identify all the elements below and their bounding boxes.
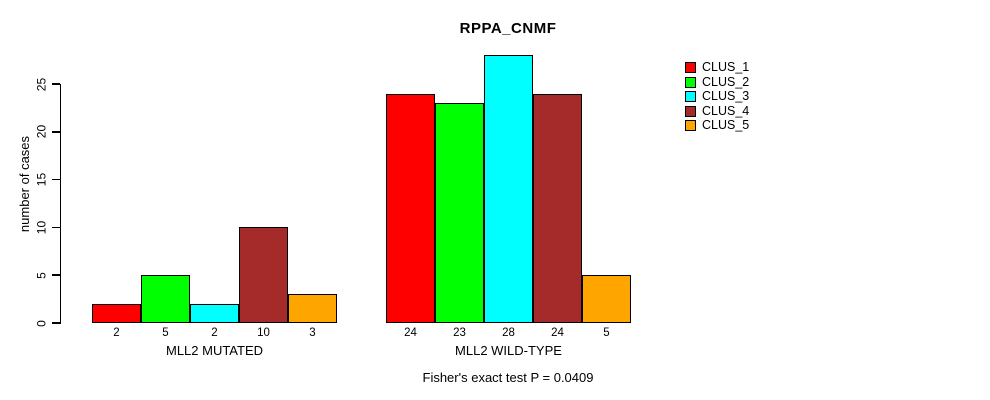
legend-swatch-clus_3 (685, 91, 696, 102)
legend-swatch-clus_2 (685, 76, 696, 88)
y-axis-tick-label: 15 (34, 172, 49, 187)
bar-value-label: 10 (257, 327, 270, 339)
y-axis-line (59, 84, 61, 324)
bar-clus_4-group1 (239, 227, 288, 323)
bar-clus_3-group2 (484, 55, 533, 323)
bar-value-label: 5 (162, 327, 169, 339)
bar-value-label: 5 (603, 327, 610, 339)
y-axis-tick-label: 5 (34, 271, 49, 279)
bar-value-label: 24 (551, 327, 564, 339)
annotation-pvalue: Fisher's exact test P = 0.0409 (422, 370, 594, 385)
y-axis-tick (52, 131, 60, 133)
chart-title: RPPA_CNMF (459, 20, 557, 37)
x-axis-group-label-wildtype: MLL2 WILD-TYPE (455, 343, 562, 358)
legend-label: CLUS_1 (702, 60, 750, 74)
y-axis-tick (52, 226, 60, 229)
bar-clus_1-group1 (92, 303, 141, 323)
bar-clus_5-group1 (288, 294, 337, 323)
bar-clus_4-group2 (533, 93, 582, 323)
legend-label: CLUS_4 (702, 103, 750, 118)
y-axis-label: number of cases (17, 135, 32, 233)
bar-value-label: 3 (309, 327, 316, 339)
legend-label: CLUS_5 (702, 118, 750, 132)
legend-swatch-clus_5 (685, 120, 696, 131)
legend-label: CLUS_2 (702, 74, 750, 89)
y-axis-tick (52, 322, 60, 324)
y-axis-tick-label: 0 (34, 319, 49, 327)
y-axis-tick-label: 10 (34, 220, 49, 235)
bar-clus_3-group1 (190, 303, 239, 323)
legend-swatch-clus_1 (685, 62, 696, 73)
bar-value-label: 2 (113, 327, 120, 339)
bar-clus_2-group1 (141, 275, 190, 323)
bar-clus_2-group2 (435, 103, 484, 323)
x-axis-group-label-mutated: MLL2 MUTATED (165, 343, 264, 358)
y-axis-tick-label: 25 (34, 77, 49, 91)
legend-swatch-clus_4 (685, 105, 696, 117)
bar-value-label: 24 (404, 327, 417, 339)
bar-value-label: 23 (453, 327, 466, 339)
y-axis-tick (52, 274, 60, 276)
legend-label: CLUS_3 (702, 89, 750, 103)
y-axis-tick (52, 83, 60, 85)
bar-value-label: 28 (502, 327, 515, 339)
y-axis-tick (52, 178, 60, 181)
y-axis-tick-label: 20 (34, 125, 49, 139)
legend: CLUS_1 CLUS_2 CLUS_3 CLUS_4 CLUS_5 (685, 60, 805, 142)
bar-clus_5-group2 (582, 275, 631, 323)
bar-clus_1-group2 (386, 93, 435, 323)
bar-value-label: 2 (211, 327, 218, 339)
